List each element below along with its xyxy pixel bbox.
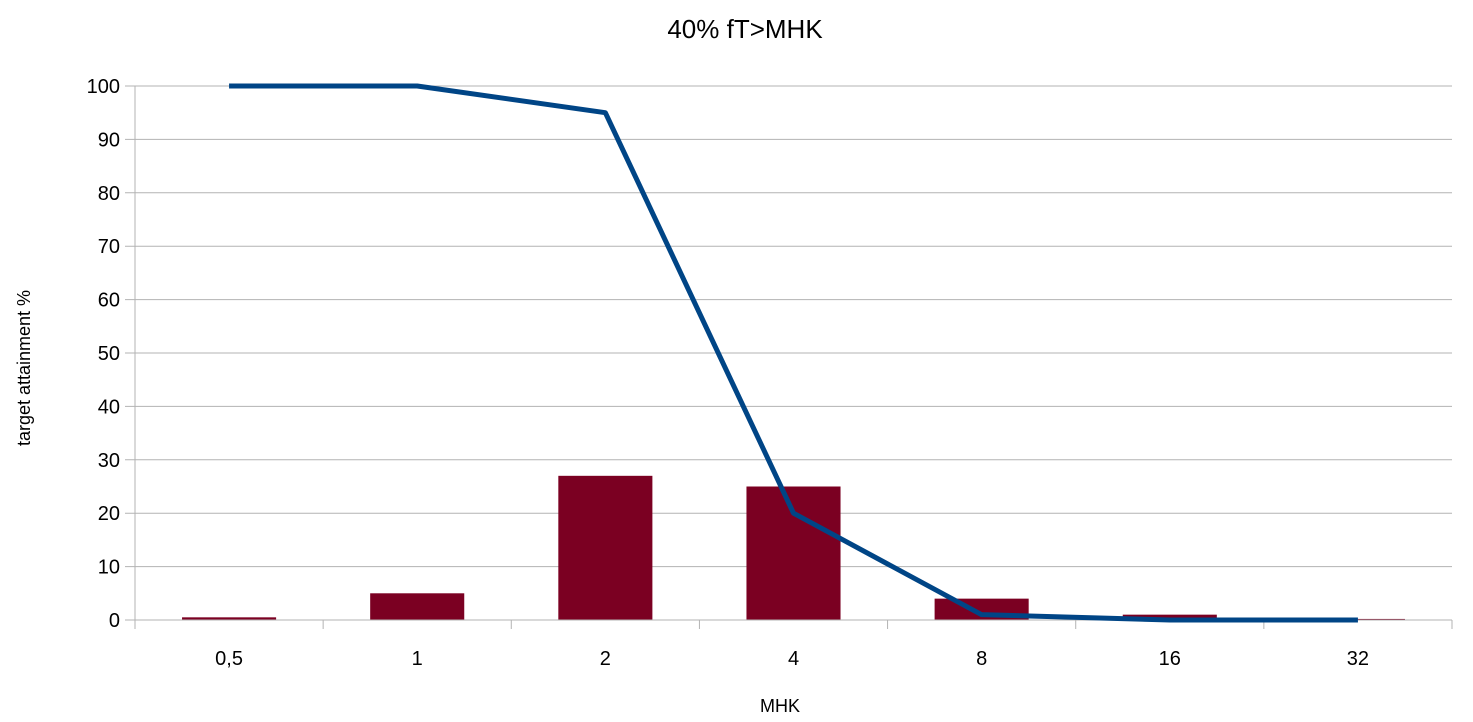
y-tick-label: 80 xyxy=(98,183,120,205)
x-tick-label: 1 xyxy=(412,648,423,670)
y-tick-label: 60 xyxy=(98,290,120,312)
y-tick-label: 40 xyxy=(98,396,120,418)
x-tick-label: 4 xyxy=(788,648,799,670)
x-tick-label: 32 xyxy=(1347,648,1369,670)
bar-1 xyxy=(370,593,464,620)
y-tick-label: 20 xyxy=(98,503,120,525)
bar-series xyxy=(182,476,1405,620)
y-tick-label: 70 xyxy=(98,236,120,258)
x-tick-label: 16 xyxy=(1159,648,1181,670)
y-tick-label: 50 xyxy=(98,343,120,365)
bar-3 xyxy=(746,487,840,621)
y-tick-label: 30 xyxy=(98,450,120,472)
chart-title: 40% fT>MHK xyxy=(667,14,823,44)
y-axis-title: target attainment % xyxy=(14,290,34,446)
x-tick-label: 0,5 xyxy=(215,648,243,670)
y-tick-label: 10 xyxy=(98,557,120,579)
y-tick-label: 0 xyxy=(109,610,120,632)
x-tick-label: 8 xyxy=(976,648,987,670)
x-axis-title: MHK xyxy=(760,696,800,716)
y-tick-label: 90 xyxy=(98,129,120,151)
y-tick-label: 100 xyxy=(87,76,120,98)
bar-2 xyxy=(558,476,652,620)
x-tick-label: 2 xyxy=(600,648,611,670)
